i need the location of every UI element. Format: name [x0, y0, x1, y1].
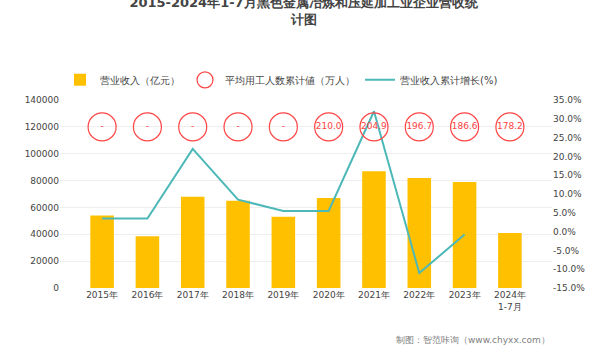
svg-text:2019年: 2019年 — [267, 290, 299, 300]
svg-text:80000: 80000 — [30, 176, 59, 186]
svg-text:2022年: 2022年 — [403, 290, 435, 300]
svg-text:204.9: 204.9 — [361, 121, 387, 131]
svg-text:制图：智范咔询（www.chyxx.com）: 制图：智范咔询（www.chyxx.com） — [396, 335, 550, 345]
svg-text:2023年: 2023年 — [449, 290, 481, 300]
svg-text:-: - — [282, 121, 285, 131]
svg-text:平均用工人数累计値（万人）: 平均用工人数累计値（万人） — [225, 75, 355, 86]
svg-text:-: - — [146, 121, 149, 131]
svg-text:25.0%: 25.0% — [553, 133, 582, 143]
svg-text:2021年: 2021年 — [358, 290, 390, 300]
svg-text:0.0%: 0.0% — [553, 227, 576, 237]
svg-text:-: - — [236, 121, 239, 131]
svg-text:178.2: 178.2 — [497, 121, 523, 131]
svg-text:40000: 40000 — [30, 229, 59, 239]
svg-text:35.0%: 35.0% — [553, 95, 582, 105]
svg-text:210.0: 210.0 — [316, 121, 342, 131]
svg-text:-: - — [100, 121, 103, 131]
svg-text:2017年: 2017年 — [177, 290, 209, 300]
svg-text:2018年: 2018年 — [222, 290, 254, 300]
svg-text:-5.0%: -5.0% — [553, 246, 580, 256]
svg-text:营业收入（亿元）: 营业收入（亿元） — [100, 75, 180, 86]
svg-text:2016年: 2016年 — [131, 290, 163, 300]
svg-text:186.6: 186.6 — [452, 121, 478, 131]
svg-text:营业收入累计增长(%): 营业收入累计增长(%) — [400, 75, 497, 86]
svg-text:100000: 100000 — [25, 149, 60, 159]
svg-text:20.0%: 20.0% — [553, 152, 582, 162]
svg-text:2024年1-7月: 2024年1-7月 — [494, 290, 526, 312]
svg-text:30.0%: 30.0% — [553, 114, 582, 124]
svg-text:120000: 120000 — [25, 122, 60, 132]
svg-text:0: 0 — [53, 283, 59, 293]
svg-text:10.0%: 10.0% — [553, 189, 582, 199]
svg-text:2015年: 2015年 — [86, 290, 118, 300]
svg-text:-15.0%: -15.0% — [553, 283, 585, 293]
svg-text:60000: 60000 — [30, 203, 59, 213]
svg-text:15.0%: 15.0% — [553, 170, 582, 180]
svg-text:5.0%: 5.0% — [553, 208, 576, 218]
svg-text:-10.0%: -10.0% — [553, 264, 585, 274]
svg-text:140000: 140000 — [25, 95, 60, 105]
svg-text:2015-2024年1-7月黑色金属冶炼和压延加工业企业营收: 2015-2024年1-7月黑色金属冶炼和压延加工业企业营收统计图 — [129, 0, 478, 27]
svg-text:196.7: 196.7 — [406, 121, 432, 131]
svg-text:2020年: 2020年 — [313, 290, 345, 300]
svg-text:20000: 20000 — [30, 256, 59, 266]
svg-text:-: - — [191, 121, 194, 131]
